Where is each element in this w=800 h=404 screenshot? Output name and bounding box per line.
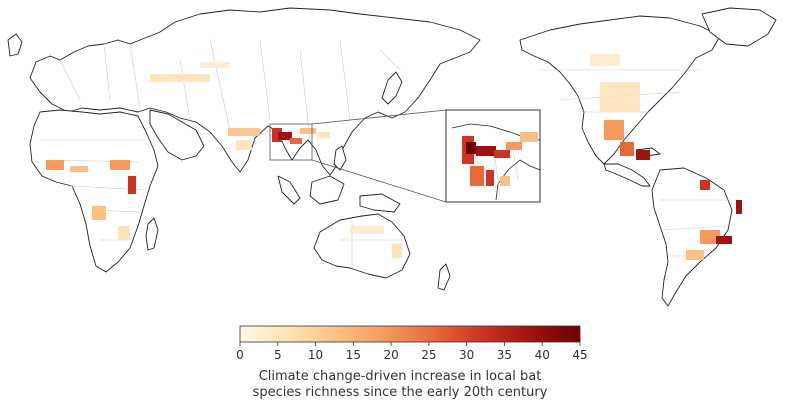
heat-patch — [272, 128, 282, 142]
country-borders — [40, 39, 730, 268]
heat-patch — [200, 62, 230, 68]
heat-patch — [70, 166, 88, 172]
madagascar-landmass — [145, 217, 159, 251]
britain-landmass — [7, 33, 23, 57]
heat-patch — [350, 226, 384, 234]
heat-patch — [392, 244, 402, 258]
heat-patch — [110, 160, 130, 170]
africa-landmass — [29, 109, 159, 273]
heat-patch — [236, 140, 252, 150]
heat-patch — [150, 74, 210, 82]
heat-patch — [278, 132, 292, 140]
border-line — [59, 39, 401, 141]
japan-landmass — [381, 71, 403, 105]
colorbar-tick-label: 0 — [236, 348, 244, 362]
caption-line-2: species richness since the early 20th ce… — [252, 385, 548, 400]
colorbar-tick-label: 20 — [383, 348, 398, 362]
inset-connector — [269, 109, 447, 203]
new-guinea-landmass — [359, 193, 401, 213]
colorbar-tick-label: 45 — [572, 348, 587, 362]
inset-heat — [494, 150, 510, 158]
heat-patch — [600, 82, 640, 112]
colorbar-tick-label: 15 — [346, 348, 361, 362]
heat-patch — [128, 176, 136, 194]
heat-patch — [604, 120, 624, 140]
heat-patch — [290, 138, 302, 144]
inset-heat — [506, 142, 522, 150]
heat-patch — [590, 54, 620, 66]
south-america-landmass — [651, 167, 733, 307]
heat-patch — [636, 150, 650, 160]
heat-patch — [46, 160, 64, 170]
central-america-landmass — [603, 163, 651, 187]
inset-source-box — [269, 123, 313, 161]
colorbar-tick-label: 40 — [535, 348, 550, 362]
arabia-landmass — [149, 109, 205, 161]
caption-line-1: Climate change-driven increase in local … — [258, 369, 542, 384]
colorbar: 0 5 10 15 20 25 30 35 40 45 — [236, 325, 588, 362]
colorbar-gradient — [239, 325, 581, 343]
colorbar-tick-label: 5 — [274, 348, 282, 362]
connector-line — [311, 109, 447, 125]
heat-patch — [118, 226, 130, 240]
border-line — [40, 139, 150, 241]
heat-patch — [318, 132, 330, 138]
heat-patch — [736, 200, 742, 214]
colorbar-tick-label: 25 — [421, 348, 436, 362]
heat-patch — [228, 128, 260, 136]
colorbar-caption: Climate change-driven increase in local … — [0, 369, 800, 401]
inset-heat — [486, 170, 494, 186]
australia-landmass — [313, 213, 411, 279]
heat-patch — [300, 128, 316, 134]
colorbar-tick-label: 35 — [497, 348, 512, 362]
inset-zoom-panel — [445, 109, 541, 203]
philippines-landmass — [333, 145, 347, 171]
inset-heat — [476, 146, 496, 156]
heat-patch — [92, 206, 106, 220]
greenland-landmass — [701, 7, 777, 47]
sumatra-landmass — [277, 175, 301, 205]
inset-heat — [520, 132, 538, 142]
heat-patch — [620, 142, 634, 156]
new-zealand-landmass — [437, 263, 451, 291]
inset-heat — [470, 166, 484, 186]
inset-heat — [500, 176, 510, 186]
heat-patch — [716, 236, 732, 244]
colorbar-ticks: 0 5 10 15 20 25 30 35 40 45 — [236, 342, 588, 362]
world-map — [7, 7, 777, 307]
colorbar-tick-label: 30 — [459, 348, 474, 362]
inset-heat — [466, 142, 476, 154]
colorbar-tick-label: 10 — [308, 348, 323, 362]
heat-patch — [700, 180, 710, 190]
land-masses — [7, 7, 777, 307]
borneo-landmass — [309, 175, 345, 205]
heat-patch — [700, 230, 720, 244]
connector-line — [311, 159, 447, 203]
heat-patch — [686, 250, 704, 260]
richness-heat-overlay — [46, 54, 742, 260]
